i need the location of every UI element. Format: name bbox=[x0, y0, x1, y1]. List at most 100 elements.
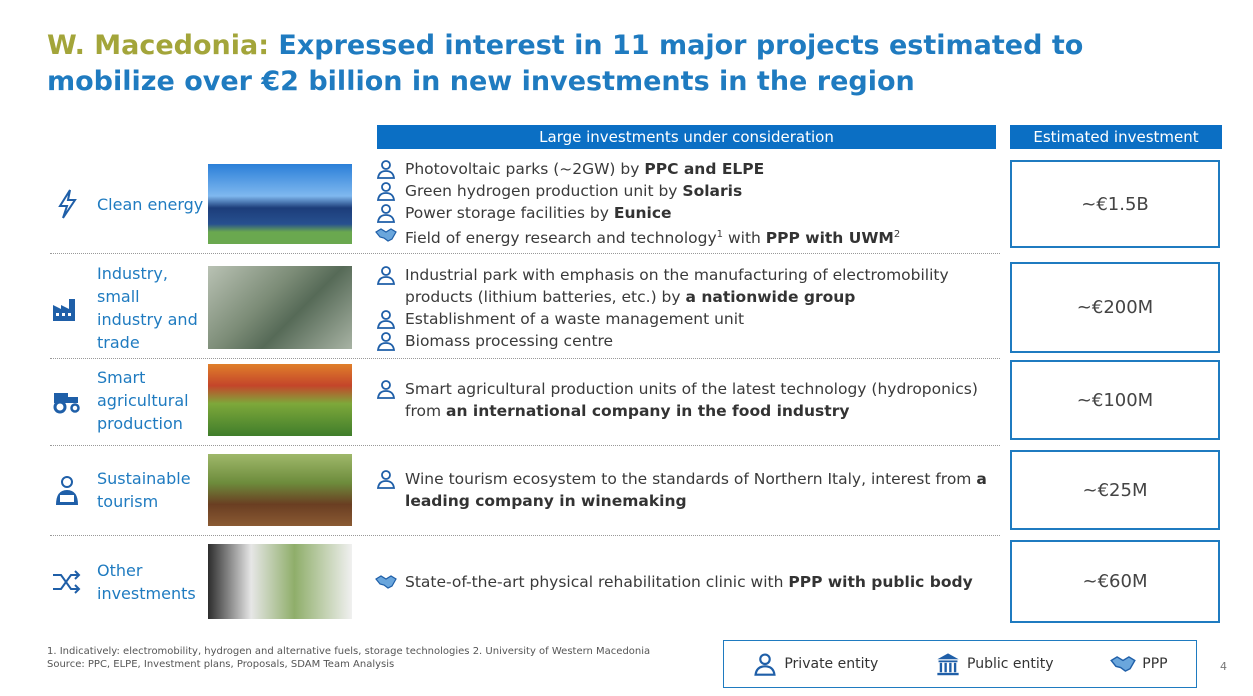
sector-icon-svg bbox=[50, 565, 84, 599]
item: Green hydrogen production unit by Solari… bbox=[375, 180, 1015, 202]
public-icon bbox=[935, 652, 961, 676]
item-text-part: Solaris bbox=[682, 182, 742, 200]
private-icon bbox=[375, 469, 397, 489]
sector-label: Industry, small industry and trade bbox=[97, 262, 207, 354]
row-separator bbox=[50, 445, 1000, 446]
private-icon bbox=[375, 309, 397, 329]
item-text: Wine tourism ecosystem to the standards … bbox=[405, 468, 1015, 512]
table-row: Other investments State-of-the-art physic… bbox=[45, 540, 1225, 623]
estimate: ~€25M bbox=[1010, 450, 1220, 530]
table-row: Sustainable tourism Wine tourism ecosyste… bbox=[45, 450, 1225, 530]
legend-label: PPP bbox=[1142, 656, 1167, 672]
sector-photo bbox=[208, 164, 352, 244]
sector-icon bbox=[50, 383, 84, 417]
item-text: Green hydrogen production unit by Solari… bbox=[405, 180, 742, 202]
private-icon bbox=[375, 265, 397, 285]
row-separator bbox=[50, 253, 1000, 254]
sector-icon-svg bbox=[50, 383, 84, 417]
item-text-part: Photovoltaic parks (~2GW) by bbox=[405, 160, 644, 178]
item: Power storage facilities by Eunice bbox=[375, 202, 1015, 224]
item-text-part: Biomass processing centre bbox=[405, 332, 613, 350]
legend-label: Public entity bbox=[967, 656, 1054, 672]
item-text: Photovoltaic parks (~2GW) by PPC and ELP… bbox=[405, 158, 764, 180]
item-list: Smart agricultural production units of t… bbox=[375, 360, 1015, 440]
item-text-part: with bbox=[723, 230, 766, 248]
ppp-icon bbox=[1110, 652, 1136, 676]
legend-label: Private entity bbox=[784, 656, 878, 672]
item-text-part: PPP with UWM bbox=[766, 230, 894, 248]
column-header: Estimated investment bbox=[1010, 125, 1222, 149]
estimate: ~€100M bbox=[1010, 360, 1220, 440]
footnote: 1. Indicatively: electromobility, hydrog… bbox=[47, 645, 687, 671]
sector-label: Clean energy bbox=[97, 193, 207, 216]
sector-label: Other investments bbox=[97, 559, 207, 605]
item-text-part: Industrial park with emphasis on the man… bbox=[405, 266, 949, 306]
sector-icon bbox=[50, 473, 84, 507]
item: Photovoltaic parks (~2GW) by PPC and ELP… bbox=[375, 158, 1015, 180]
legend: Private entity Public entity PPP bbox=[723, 640, 1197, 688]
item-text-part: an international company in the food ind… bbox=[446, 402, 849, 420]
item-list: Wine tourism ecosystem to the standards … bbox=[375, 450, 1015, 530]
item: Field of energy research and technology1… bbox=[375, 224, 1015, 249]
sector-label: Smart agricultural production bbox=[97, 366, 207, 435]
item: Smart agricultural production units of t… bbox=[375, 378, 1015, 422]
item: Wine tourism ecosystem to the standards … bbox=[375, 468, 1015, 512]
private-icon bbox=[375, 181, 397, 201]
estimate: ~€1.5B bbox=[1010, 160, 1220, 248]
private-icon bbox=[752, 652, 778, 676]
ppp-icon bbox=[375, 225, 397, 245]
estimate: ~€200M bbox=[1010, 262, 1220, 353]
item-text: Establishment of a waste management unit bbox=[405, 308, 744, 330]
sector-icon bbox=[50, 187, 84, 221]
item: Establishment of a waste management unit bbox=[375, 308, 1015, 330]
sector-photo bbox=[208, 544, 352, 619]
sector-photo bbox=[208, 364, 352, 436]
sector-icon-svg bbox=[50, 187, 84, 221]
ppp-icon bbox=[375, 572, 397, 592]
sector-label: Sustainable tourism bbox=[97, 467, 207, 513]
table-row: Smart agricultural production Smart agric… bbox=[45, 360, 1225, 440]
item: Industrial park with emphasis on the man… bbox=[375, 264, 1015, 308]
legend-item: Private entity bbox=[752, 652, 878, 676]
item-text-part: 2 bbox=[894, 229, 900, 240]
title: W. Macedonia: Expressed interest in 11 m… bbox=[47, 28, 1217, 100]
item-text-part: Wine tourism ecosystem to the standards … bbox=[405, 470, 976, 488]
item-text-part: State-of-the-art physical rehabilitation… bbox=[405, 573, 788, 591]
item-text-part: Establishment of a waste management unit bbox=[405, 310, 744, 328]
item: State-of-the-art physical rehabilitation… bbox=[375, 571, 1015, 593]
item-text-part: Field of energy research and technology bbox=[405, 230, 717, 248]
legend-item: Public entity bbox=[935, 652, 1054, 676]
row-separator bbox=[50, 358, 1000, 359]
private-icon bbox=[375, 331, 397, 351]
slide: W. Macedonia: Expressed interest in 11 m… bbox=[0, 0, 1253, 696]
sector-icon-svg bbox=[50, 473, 84, 507]
row-separator bbox=[50, 535, 1000, 536]
private-icon bbox=[375, 159, 397, 179]
item-text-part: Power storage facilities by bbox=[405, 204, 614, 222]
item-text: Smart agricultural production units of t… bbox=[405, 378, 1015, 422]
item-text-part: Green hydrogen production unit by bbox=[405, 182, 682, 200]
item-text: Biomass processing centre bbox=[405, 330, 613, 352]
item-text-part: PPP with public body bbox=[788, 573, 972, 591]
item-text-part: a nationwide group bbox=[685, 288, 855, 306]
sector-photo bbox=[208, 266, 352, 349]
page-number: 4 bbox=[1220, 660, 1227, 673]
column-header: Large investments under consideration bbox=[377, 125, 996, 149]
table-row: Clean energy Photovoltaic parks (~2GW) by… bbox=[45, 160, 1225, 248]
item-text: Power storage facilities by Eunice bbox=[405, 202, 672, 224]
sector-icon-svg bbox=[50, 291, 84, 325]
item-text: Field of energy research and technology1… bbox=[405, 224, 900, 249]
private-icon bbox=[375, 203, 397, 223]
item-list: State-of-the-art physical rehabilitation… bbox=[375, 540, 1015, 623]
sector-icon bbox=[50, 291, 84, 325]
sector-icon bbox=[50, 565, 84, 599]
item: Biomass processing centre bbox=[375, 330, 1015, 352]
title-lead: W. Macedonia: bbox=[47, 30, 269, 61]
item-text: State-of-the-art physical rehabilitation… bbox=[405, 571, 973, 593]
item-text-part: PPC and ELPE bbox=[644, 160, 764, 178]
item-list: Photovoltaic parks (~2GW) by PPC and ELP… bbox=[375, 160, 1015, 248]
estimate: ~€60M bbox=[1010, 540, 1220, 623]
item-text: Industrial park with emphasis on the man… bbox=[405, 264, 1015, 308]
private-icon bbox=[375, 379, 397, 399]
item-text-part: Eunice bbox=[614, 204, 672, 222]
